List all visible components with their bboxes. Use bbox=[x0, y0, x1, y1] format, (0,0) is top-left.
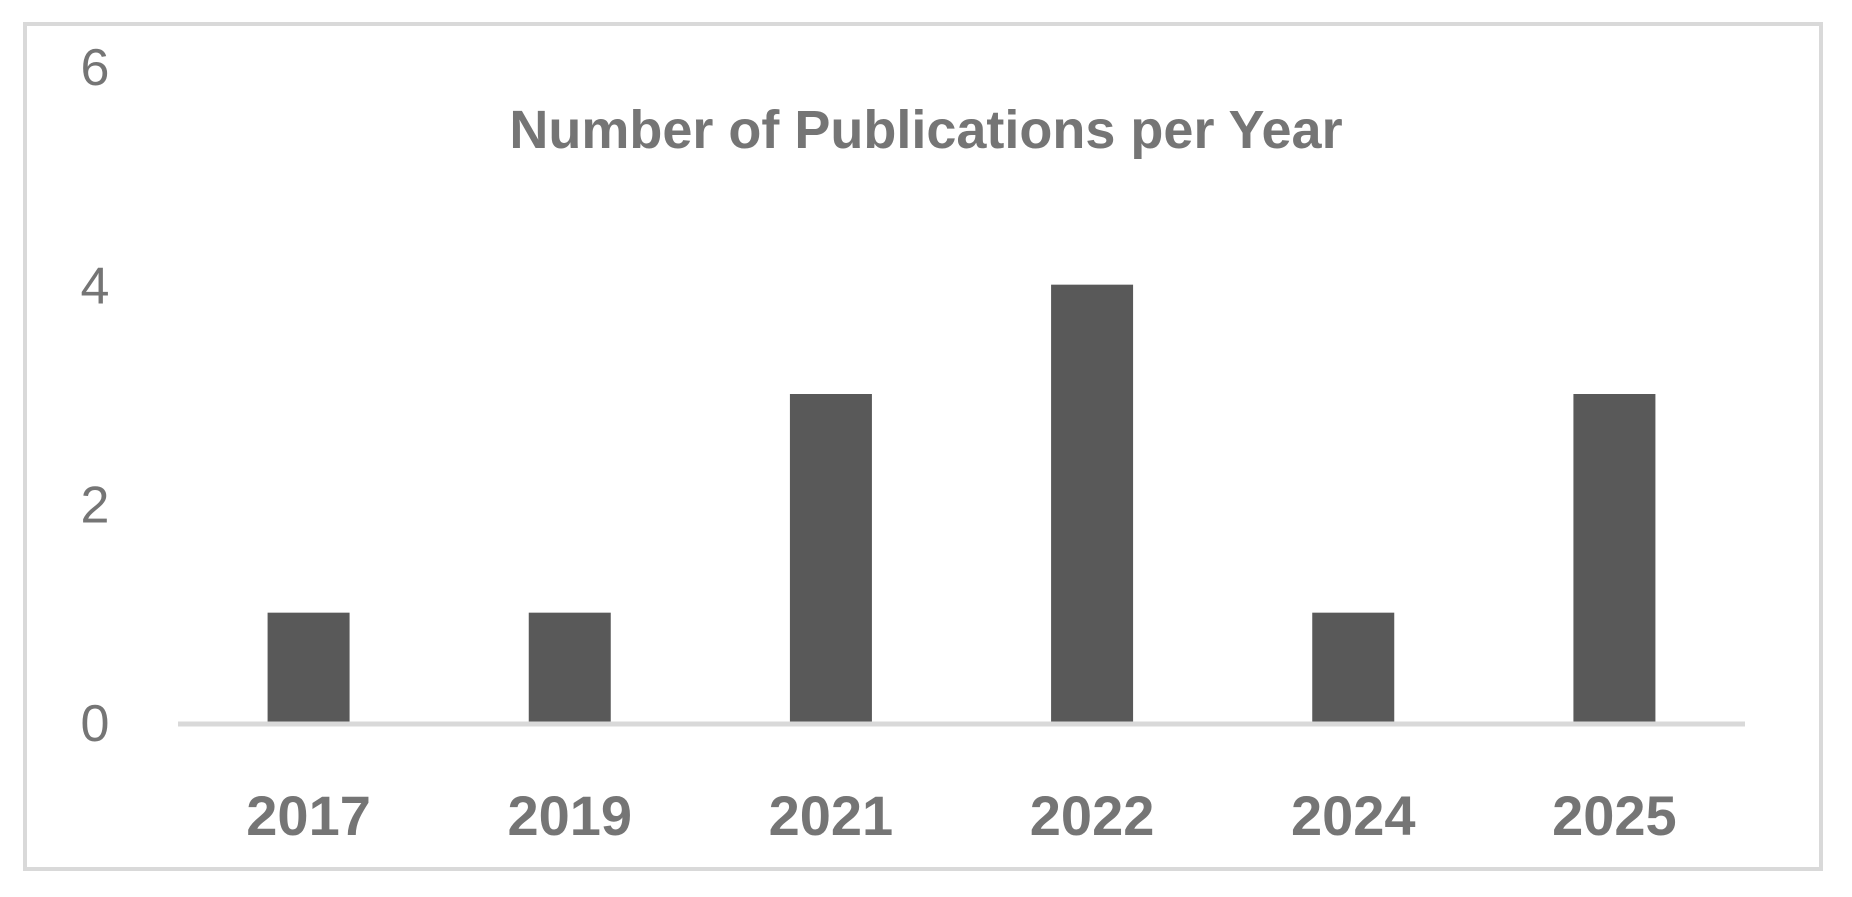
bar-2017 bbox=[267, 612, 350, 722]
bar-2024 bbox=[1312, 612, 1395, 722]
bar-2022 bbox=[1051, 284, 1134, 722]
x-tick-label: 2022 bbox=[1030, 784, 1155, 847]
bars bbox=[267, 284, 1656, 722]
y-tick-label: 6 bbox=[81, 39, 110, 97]
x-tick-label: 2021 bbox=[769, 784, 894, 847]
bar-2019 bbox=[528, 612, 611, 722]
y-axis-ticks: 0 2 4 6 bbox=[81, 39, 110, 753]
bar-2021 bbox=[789, 394, 872, 722]
x-tick-label: 2025 bbox=[1552, 784, 1677, 847]
y-tick-label: 2 bbox=[81, 476, 110, 534]
y-tick-label: 0 bbox=[81, 695, 110, 753]
y-tick-label: 4 bbox=[81, 258, 110, 316]
bar-2025 bbox=[1573, 394, 1656, 722]
x-axis-labels: 2017 2019 2021 2022 2024 2025 bbox=[246, 784, 1676, 847]
chart-frame bbox=[23, 22, 1823, 871]
x-tick-label: 2019 bbox=[507, 784, 632, 847]
chart-title: Number of Publications per Year bbox=[509, 100, 1342, 160]
x-tick-label: 2017 bbox=[246, 784, 371, 847]
x-tick-label: 2024 bbox=[1291, 784, 1416, 847]
